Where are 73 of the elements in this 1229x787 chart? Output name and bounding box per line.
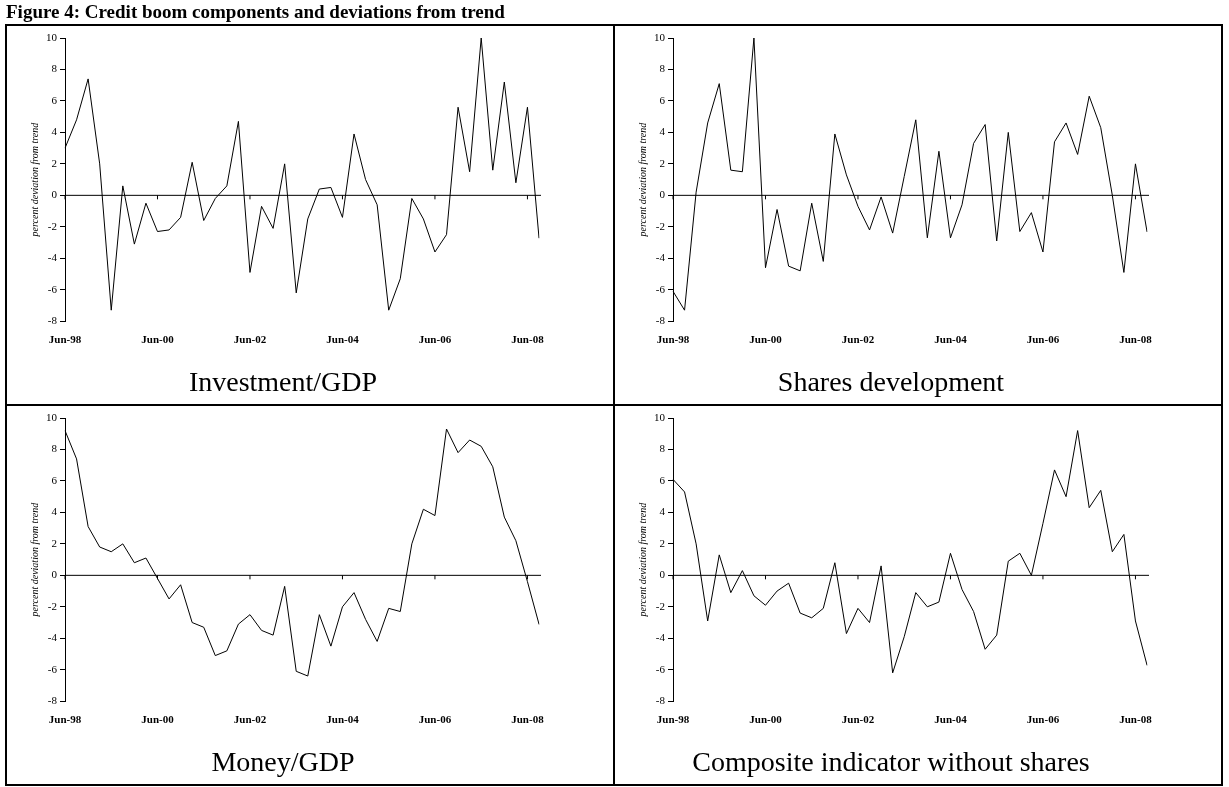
text: Money/GDP [211, 745, 355, 777]
y-tick-label: 10 [46, 30, 58, 43]
x-tick-label: Jun-04 [934, 712, 968, 725]
y-tick-label: 10 [654, 30, 666, 43]
y-tick-label: -4 [655, 631, 666, 644]
y-tick-label: 2 [51, 156, 57, 169]
text: Composite indicator without shares [692, 745, 1090, 777]
text: Shares development [777, 365, 1005, 397]
y-tick-label: -6 [47, 282, 58, 295]
y-tick-label: 2 [659, 536, 665, 549]
y-tick-label: 8 [659, 442, 666, 455]
y-tick-label: 6 [659, 473, 666, 486]
y-tick-label: -8 [47, 694, 58, 707]
x-tick-label: Jun-00 [141, 712, 175, 725]
x-tick-label: Jun-02 [841, 712, 875, 725]
y-tick-label: 0 [51, 568, 58, 581]
x-tick-label: Jun-00 [749, 712, 783, 725]
y-tick-label: 0 [659, 568, 666, 581]
y-tick-label: 8 [51, 62, 58, 75]
x-tick-label: Jun-98 [656, 332, 690, 345]
y-axis-title: percent deviation from trend [28, 501, 40, 618]
y-tick-label: -2 [47, 599, 57, 612]
y-tick-label: -6 [655, 662, 666, 675]
x-tick-label: Jun-06 [1026, 712, 1060, 725]
y-tick-label: 10 [46, 410, 58, 423]
y-tick-label: 8 [51, 442, 58, 455]
y-axis-title: percent deviation from trend [636, 501, 648, 618]
y-tick-label: -4 [47, 631, 58, 644]
caption: Figure 4: Credit boom components and deviations from trend [6, 1, 505, 23]
y-tick-label: 2 [51, 536, 57, 549]
x-tick-label: Jun-98 [656, 712, 690, 725]
x-tick-label: Jun-06 [418, 712, 452, 725]
x-tick-label: Jun-08 [511, 712, 545, 725]
y-tick-label: 2 [659, 156, 665, 169]
y-tick-label: -2 [655, 599, 665, 612]
x-tick-label: Jun-04 [326, 332, 360, 345]
x-tick-label: Jun-04 [934, 332, 968, 345]
y-tick-label: 6 [51, 473, 58, 486]
y-tick-label: 4 [51, 125, 58, 138]
y-tick-label: 8 [659, 62, 666, 75]
y-tick-label: 0 [659, 188, 666, 201]
y-axis-title: percent deviation from trend [28, 121, 40, 238]
y-tick-label: 6 [51, 93, 58, 106]
x-tick-label: Jun-98 [48, 712, 82, 725]
y-tick-label: -2 [655, 219, 665, 232]
y-tick-label: 4 [51, 505, 58, 518]
text: Investment/GDP [188, 365, 378, 397]
y-tick-label: 6 [659, 93, 666, 106]
x-tick-label: Jun-08 [1119, 712, 1153, 725]
y-tick-label: -4 [47, 251, 58, 264]
y-tick-label: -8 [47, 314, 58, 327]
x-tick-label: Jun-06 [418, 332, 452, 345]
y-axis-title: percent deviation from trend [636, 121, 648, 238]
x-tick-label: Jun-04 [326, 712, 360, 725]
x-tick-label: Jun-06 [1026, 332, 1060, 345]
y-tick-label: -8 [655, 694, 666, 707]
y-tick-label: -2 [47, 219, 57, 232]
y-tick-label: -4 [655, 251, 666, 264]
x-tick-label: Jun-98 [48, 332, 82, 345]
y-tick-label: 0 [51, 188, 58, 201]
y-tick-label: 4 [659, 125, 666, 138]
x-tick-label: Jun-08 [1119, 332, 1153, 345]
x-tick-label: Jun-00 [141, 332, 175, 345]
y-tick-label: -8 [655, 314, 666, 327]
x-tick-label: Jun-00 [749, 332, 783, 345]
y-tick-label: -6 [47, 662, 58, 675]
y-tick-label: -6 [655, 282, 666, 295]
x-tick-label: Jun-02 [233, 332, 267, 345]
x-tick-label: Jun-08 [511, 332, 545, 345]
x-tick-label: Jun-02 [841, 332, 875, 345]
y-tick-label: 4 [659, 505, 666, 518]
x-tick-label: Jun-02 [233, 712, 267, 725]
y-tick-label: 10 [654, 410, 666, 423]
